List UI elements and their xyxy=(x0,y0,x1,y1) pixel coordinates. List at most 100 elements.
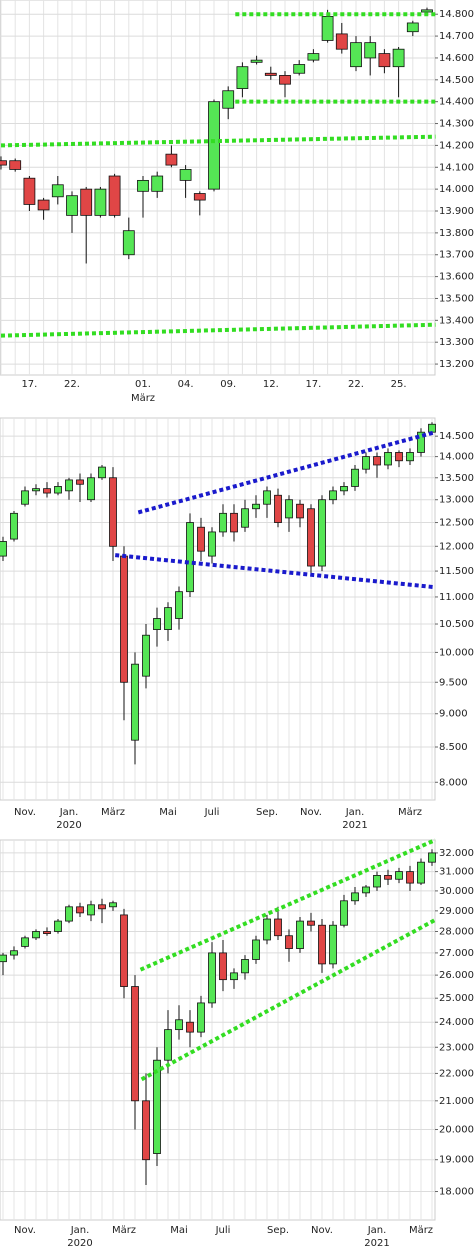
trendline xyxy=(115,553,436,590)
y-tick-label: 18.000 xyxy=(439,1187,474,1198)
candle-body xyxy=(373,456,381,466)
candle-body xyxy=(37,199,50,211)
x-tick-label: März xyxy=(112,1225,136,1236)
trendline xyxy=(0,322,436,338)
x-tick-label: Nov. xyxy=(300,807,322,818)
candle-body xyxy=(142,1100,150,1161)
candle-body xyxy=(109,902,117,908)
candle-body xyxy=(164,607,172,630)
candle-body xyxy=(0,954,7,963)
candle-body xyxy=(197,526,205,552)
candle-body xyxy=(395,452,403,462)
x-tick-label: 22. xyxy=(64,379,80,390)
candle-body xyxy=(340,900,348,926)
y-tick-label: 14.800 xyxy=(439,9,474,20)
candle-body xyxy=(230,512,238,533)
candle-body xyxy=(65,906,73,922)
candle-body xyxy=(318,499,326,567)
y-tick-label: 11.000 xyxy=(439,592,474,603)
candle-body xyxy=(350,42,362,68)
candle-body xyxy=(395,871,403,880)
x-tick-label: 17. xyxy=(305,379,321,390)
plot-area xyxy=(0,417,436,801)
candle-body xyxy=(264,72,277,76)
y-tick-label: 13.500 xyxy=(439,473,474,484)
x-tick-label: Nov. xyxy=(311,1225,333,1236)
y-tick-label: 24.000 xyxy=(439,1017,474,1028)
y-tick-label: 13.500 xyxy=(439,293,474,304)
candle-body xyxy=(21,490,29,505)
candle-body xyxy=(307,53,320,61)
y-tick-label: 13.600 xyxy=(439,272,474,283)
x-sublabel: 2021 xyxy=(364,1238,389,1249)
x-tick-label: Sep. xyxy=(256,807,278,818)
candle-body xyxy=(94,188,107,216)
candle-body xyxy=(219,512,227,533)
y-tick-label: 14.000 xyxy=(439,184,474,195)
candle-body xyxy=(0,160,7,166)
trendline xyxy=(137,430,436,515)
x-tick-label: 12. xyxy=(263,379,279,390)
y-tick-label: 23.000 xyxy=(439,1042,474,1053)
y-tick-label: 25.000 xyxy=(439,993,474,1004)
candle-body xyxy=(108,175,121,216)
candle-body xyxy=(186,522,194,593)
y-tick-label: 14.600 xyxy=(439,53,474,64)
candle-body xyxy=(296,920,304,949)
candle-body xyxy=(285,499,293,519)
trendline xyxy=(0,134,436,148)
y-tick-label: 13.700 xyxy=(439,250,474,261)
x-tick-label: Jan. xyxy=(367,1225,387,1236)
candle-body xyxy=(10,950,18,956)
y-tick-label: 13.400 xyxy=(439,315,474,326)
y-tick-label: 9.500 xyxy=(439,677,468,688)
y-tick-label: 14.500 xyxy=(439,75,474,86)
y-tick-label: 12.000 xyxy=(439,541,474,552)
candle-body xyxy=(236,66,249,89)
candle-body xyxy=(329,490,337,501)
candle-body xyxy=(51,184,64,198)
candle-body xyxy=(131,663,139,741)
candle-body xyxy=(373,875,381,888)
y-tick-label: 13.000 xyxy=(439,495,474,506)
candle-body xyxy=(417,431,425,453)
candle-body xyxy=(230,972,238,981)
candle-body xyxy=(32,488,40,492)
candle-body xyxy=(296,503,304,519)
candle-body xyxy=(263,918,271,941)
y-tick-label: 28.000 xyxy=(439,927,474,938)
plot-area xyxy=(0,839,436,1221)
candle-body xyxy=(164,1029,172,1061)
y-tick-label: 32.000 xyxy=(439,848,474,859)
candle-body xyxy=(179,169,192,181)
candle-body xyxy=(285,935,293,949)
candle-body xyxy=(279,75,291,85)
y-tick-label: 14.700 xyxy=(439,31,474,42)
candle-body xyxy=(263,490,271,505)
x-tick-label: 25. xyxy=(391,379,407,390)
x-sublabel: 2021 xyxy=(342,820,367,831)
y-tick-label: 22.000 xyxy=(439,1068,474,1079)
y-tick-label: 27.000 xyxy=(439,948,474,959)
trendline xyxy=(139,838,437,972)
candle-body xyxy=(274,918,282,937)
x-tick-label: 01. xyxy=(135,379,151,390)
candle-body xyxy=(153,618,161,630)
candle-body xyxy=(307,920,315,926)
y-tick-label: 19.000 xyxy=(439,1155,474,1166)
candle-body xyxy=(250,59,263,63)
x-tick-label: Nov. xyxy=(14,1225,36,1236)
y-tick-label: 14.100 xyxy=(439,162,474,173)
candle-body xyxy=(193,193,206,201)
candle-body xyxy=(293,64,306,74)
candle-body xyxy=(142,634,150,677)
candle-body xyxy=(9,160,22,170)
x-tick-label: Sep. xyxy=(267,1225,289,1236)
y-tick-label: 9.000 xyxy=(439,709,468,720)
candle-body xyxy=(321,15,334,41)
x-tick-label: 17. xyxy=(21,379,37,390)
candle-body xyxy=(428,423,436,433)
y-tick-label: 31.000 xyxy=(439,867,474,878)
candle-body xyxy=(175,1019,183,1031)
